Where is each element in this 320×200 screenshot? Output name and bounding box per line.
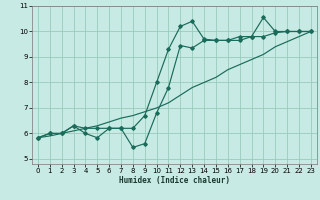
X-axis label: Humidex (Indice chaleur): Humidex (Indice chaleur) [119,176,230,185]
